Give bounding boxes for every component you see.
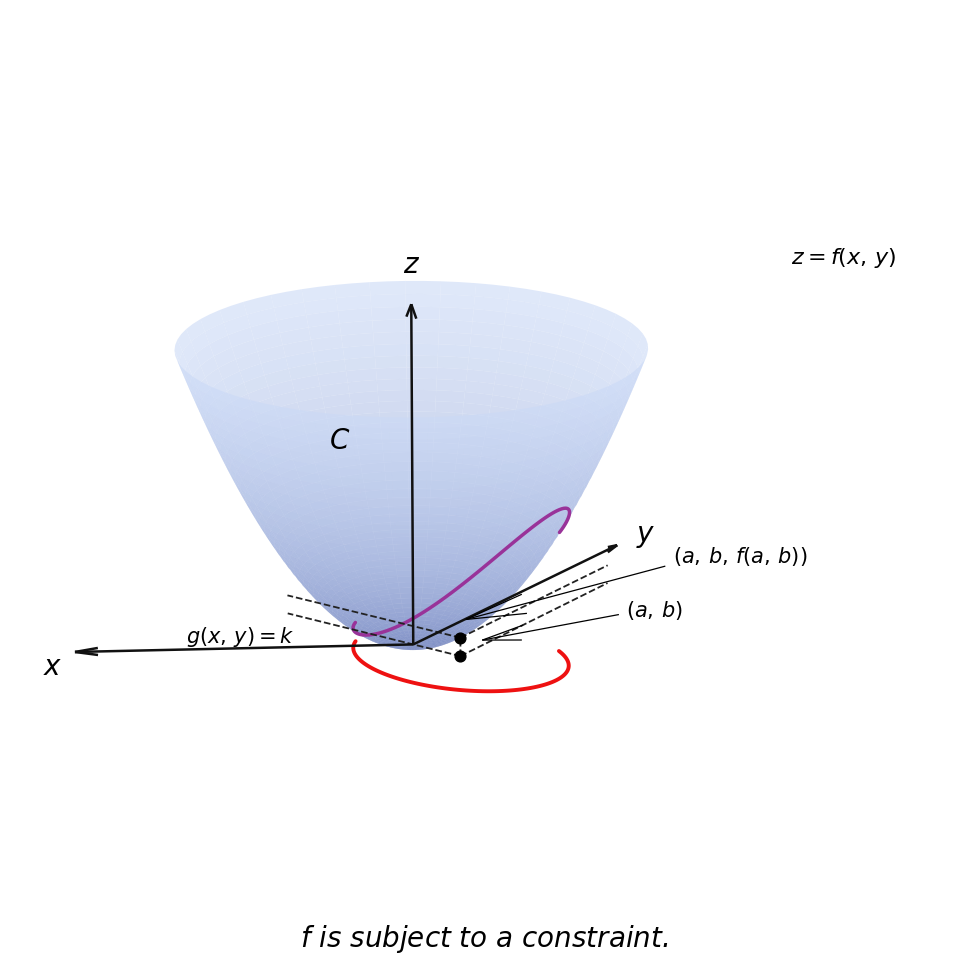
- Text: $f$ is subject to a constraint.: $f$ is subject to a constraint.: [300, 923, 668, 955]
